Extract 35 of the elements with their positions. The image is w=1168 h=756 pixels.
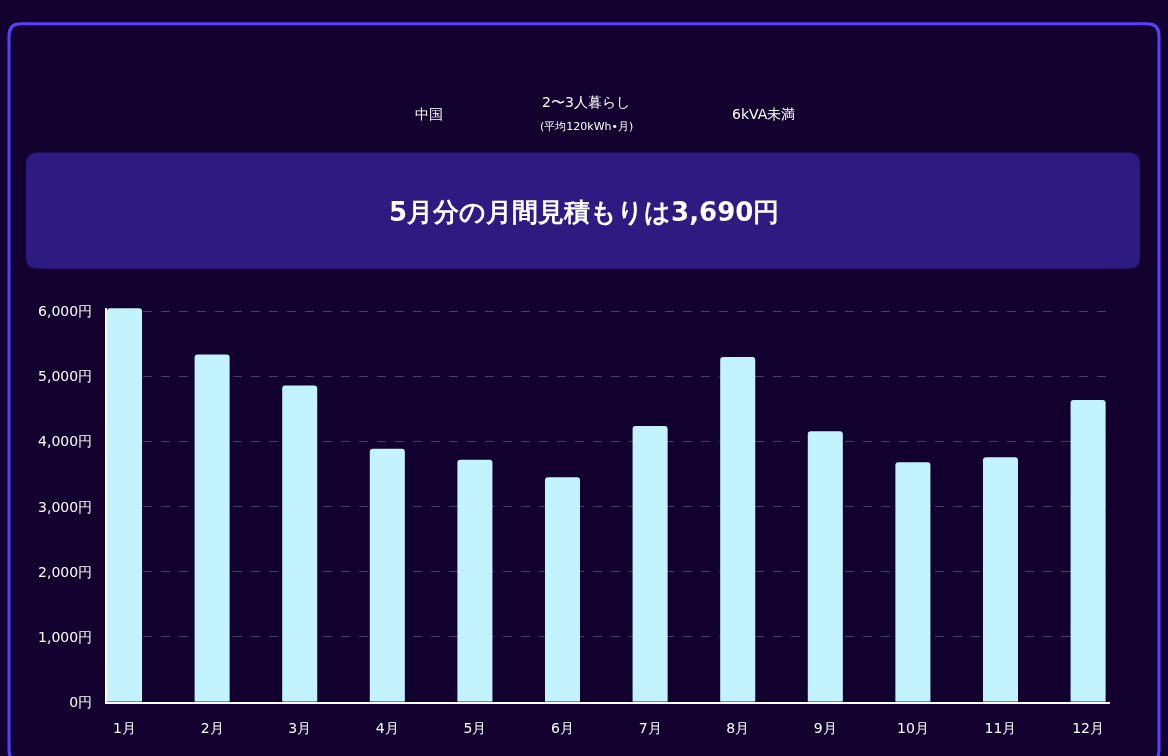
x-tick-label: 4月 bbox=[375, 719, 399, 736]
x-tick-label: 12月 bbox=[1072, 719, 1105, 736]
x-tick-label: 1月 bbox=[113, 719, 136, 736]
x-tick-label: 8月 bbox=[726, 719, 750, 736]
bar bbox=[807, 431, 843, 702]
x-tick-label: 10月 bbox=[896, 719, 929, 736]
x-tick-label: 6月 bbox=[551, 719, 574, 736]
bar bbox=[457, 459, 493, 702]
text: (平均120kWh•月) bbox=[540, 120, 634, 133]
y-tick-label: 0円 bbox=[69, 693, 93, 710]
bar bbox=[632, 425, 668, 702]
bar bbox=[1070, 399, 1106, 702]
bar bbox=[544, 477, 581, 702]
x-tick-label: 3月 bbox=[288, 719, 312, 736]
bar bbox=[982, 457, 1019, 702]
x-tick-label: 7月 bbox=[638, 719, 662, 736]
y-tick-label: 3,000円 bbox=[38, 498, 93, 515]
bar bbox=[895, 462, 931, 702]
x-tick-label: 9月 bbox=[813, 719, 837, 736]
y-tick-label: 6,000円 bbox=[38, 303, 93, 320]
y-tick-label: 5,000円 bbox=[38, 368, 93, 385]
x-tick-label: 5月 bbox=[463, 719, 487, 736]
bar bbox=[282, 385, 318, 702]
text: 6kVA未満 bbox=[732, 106, 796, 122]
x-tick-label: 11月 bbox=[984, 719, 1017, 736]
y-tick-label: 1,000円 bbox=[38, 628, 93, 645]
text: 2〜3人暮らし bbox=[542, 94, 630, 110]
text: 中国 bbox=[415, 106, 443, 122]
y-tick-label: 2,000円 bbox=[38, 563, 93, 580]
y-tick-label: 4,000円 bbox=[38, 433, 93, 450]
x-tick-label: 2月 bbox=[200, 719, 224, 736]
chart-subtitle: 5月分の月間見積もりは3,690円 bbox=[389, 197, 780, 227]
bar bbox=[720, 356, 756, 702]
bar bbox=[369, 448, 405, 702]
bar bbox=[194, 354, 230, 702]
